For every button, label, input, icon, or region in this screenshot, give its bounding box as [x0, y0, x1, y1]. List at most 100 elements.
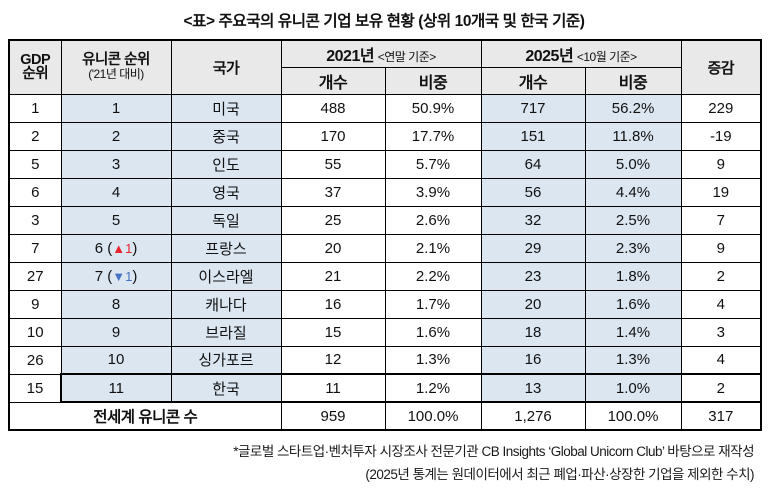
unicorn-rank-cell: 6 (▲1)	[60, 233, 172, 263]
rank-value: 11	[108, 379, 125, 397]
share-2025-cell: 11.8%	[584, 121, 682, 151]
total-change: 317	[680, 401, 762, 431]
country-cell: 중국	[170, 121, 282, 151]
share-2025-cell: 4.4%	[584, 177, 682, 207]
share-2021-cell: 1.2%	[384, 373, 482, 403]
count-2021-cell: 21	[280, 261, 386, 291]
total-count-2021: 959	[280, 401, 386, 431]
footnotes: *글로벌 스타트업·벤처투자 시장조사 전문기관 CB Insights ‘Gl…	[0, 440, 760, 486]
table-row: 9 8 캐나다 16 1.7% 20 1.6% 4	[8, 289, 762, 319]
footnote-source: *글로벌 스타트업·벤처투자 시장조사 전문기관 CB Insights ‘Gl…	[233, 444, 754, 459]
header-year-2021-note: <연말 기준>	[377, 49, 437, 64]
share-2021-cell: 1.3%	[384, 345, 482, 375]
count-2025-cell: 29	[480, 233, 586, 263]
header-count-2025: 개수	[480, 66, 586, 95]
unicorn-rank-cell: 2	[60, 121, 172, 151]
table-row: 15 11 한국 11 1.2% 13 1.0% 2	[8, 373, 763, 403]
share-2025-cell: 1.0%	[584, 373, 682, 403]
share-2021-cell: 5.7%	[384, 149, 482, 179]
gdp-rank-cell: 9	[8, 289, 62, 319]
gdp-rank-cell: 6	[8, 177, 62, 207]
header-country: 국가	[170, 39, 282, 95]
change-cell: 7	[680, 205, 762, 235]
header-unicorn-rank-label: 유니콘 순위	[82, 52, 150, 69]
table-row: 1 1 미국 488 50.9% 717 56.2% 229	[8, 93, 762, 123]
rank-value: 8	[111, 295, 121, 313]
unicorn-rank-cell: 10	[60, 345, 172, 375]
header-gdp-line2: 순위	[22, 66, 49, 83]
count-2021-cell: 15	[280, 317, 386, 347]
gdp-rank-cell: 5	[8, 149, 62, 179]
gdp-rank-cell: 3	[8, 205, 62, 235]
count-2021-cell: 37	[280, 177, 386, 207]
gdp-rank-cell: 1	[8, 93, 62, 123]
header-change: 증감	[680, 39, 762, 95]
share-2025-cell: 5.0%	[584, 149, 682, 179]
country-cell: 미국	[170, 93, 282, 123]
change-cell: 9	[680, 149, 762, 179]
header-count-2021: 개수	[280, 66, 386, 95]
table-header: GDP 순위 유니콘 순위 ('21년 대비) 국가 2021년 <연말 기준>	[8, 39, 762, 95]
count-2021-cell: 11	[280, 373, 386, 403]
country-cell: 브라질	[170, 317, 282, 347]
share-2025-cell: 1.4%	[584, 317, 682, 347]
total-count-2025: 1,276	[480, 401, 586, 431]
header-year-2025-note: <10월 기준>	[576, 49, 637, 64]
header-gdp-rank: GDP 순위	[8, 39, 62, 95]
header-unicorn-rank: 유니콘 순위 ('21년 대비)	[60, 39, 172, 95]
count-2021-cell: 55	[280, 149, 386, 179]
table-footer: 전세계 유니콘 수 959 100.0% 1,276 100.0% 317	[8, 401, 762, 431]
rank-value: 9	[111, 323, 121, 341]
share-2025-cell: 1.6%	[584, 289, 682, 319]
gdp-rank-cell: 15	[8, 373, 62, 403]
share-2021-cell: 2.2%	[384, 261, 482, 291]
total-share-2025: 100.0%	[584, 401, 682, 431]
gdp-rank-cell: 2	[8, 121, 62, 151]
unicorn-rank-cell: 9	[60, 317, 172, 347]
count-2025-cell: 13	[480, 373, 586, 403]
count-2021-cell: 170	[280, 121, 386, 151]
count-2025-cell: 717	[480, 93, 586, 123]
total-label: 전세계 유니콘 수	[8, 401, 282, 431]
header-year-2025: 2025년 <10월 기준>	[480, 39, 682, 68]
count-2025-cell: 23	[480, 261, 586, 291]
count-2025-cell: 32	[480, 205, 586, 235]
country-cell: 독일	[170, 205, 282, 235]
unicorn-rank-cell: 1	[60, 93, 172, 123]
rank-change-arrow-icon: ▼1	[112, 268, 133, 284]
table-row: 26 10 싱가포르 12 1.3% 16 1.3% 4	[8, 345, 762, 375]
share-2021-cell: 1.6%	[384, 317, 482, 347]
share-2025-cell: 2.5%	[584, 205, 682, 235]
change-cell: -19	[680, 121, 762, 151]
country-cell: 캐나다	[170, 289, 282, 319]
count-2021-cell: 12	[280, 345, 386, 375]
total-share-2021: 100.0%	[384, 401, 482, 431]
rank-value: 6 (	[94, 239, 113, 257]
gdp-rank-cell: 10	[8, 317, 62, 347]
gdp-rank-cell: 7	[8, 233, 62, 263]
unicorn-rank-cell: 4	[60, 177, 172, 207]
header-unicorn-rank-note: ('21년 대비)	[88, 67, 144, 82]
table-row: 6 4 영국 37 3.9% 56 4.4% 19	[8, 177, 762, 207]
country-cell: 이스라엘	[170, 261, 282, 291]
rank-value: 1	[111, 99, 121, 117]
change-cell: 19	[680, 177, 762, 207]
header-share-2025: 비중	[584, 66, 682, 95]
count-2025-cell: 151	[480, 121, 586, 151]
unicorn-rank-cell: 7 (▼1)	[60, 261, 172, 291]
share-2021-cell: 17.7%	[384, 121, 482, 151]
table-row: 2 2 중국 170 17.7% 151 11.8% -19	[8, 121, 762, 151]
page-title: <표> 주요국의 유니콘 기업 보유 현황 (상위 10개국 및 한국 기준)	[183, 13, 585, 30]
gdp-rank-cell: 27	[8, 261, 62, 291]
share-2021-cell: 2.1%	[384, 233, 482, 263]
count-2021-cell: 16	[280, 289, 386, 319]
share-2025-cell: 56.2%	[584, 93, 682, 123]
rank-value: 3	[111, 155, 121, 173]
unicorn-rank-cell: 8	[60, 289, 172, 319]
rank-value: 4	[111, 183, 121, 201]
country-cell: 한국	[170, 373, 282, 403]
table-row: 5 3 인도 55 5.7% 64 5.0% 9	[8, 149, 762, 179]
count-2021-cell: 20	[280, 233, 386, 263]
share-2025-cell: 1.8%	[584, 261, 682, 291]
